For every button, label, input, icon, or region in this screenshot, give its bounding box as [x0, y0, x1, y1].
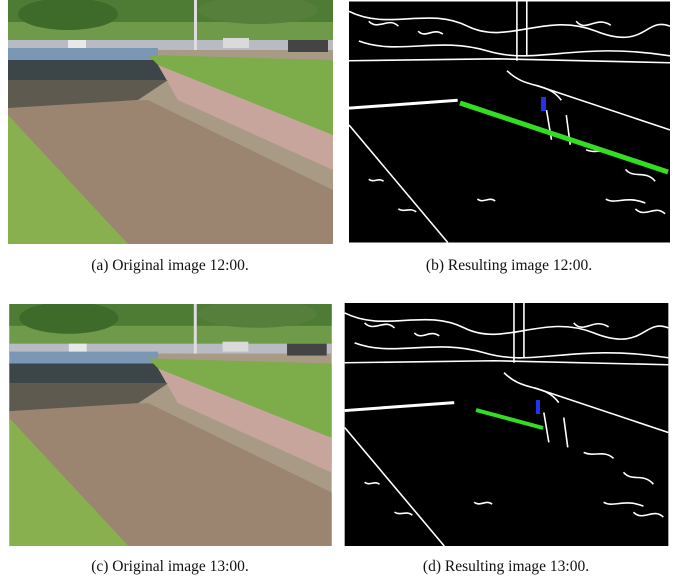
original-image — [8, 0, 333, 244]
subfigure-c: (c) Original image 13:00. — [9, 300, 331, 575]
caption: (b) Resulting image 12:00. — [426, 257, 592, 274]
marker — [541, 97, 546, 111]
caption: (c) Original image 13:00. — [91, 558, 249, 575]
subfigure-d: (d) Resulting image 13:00. — [345, 303, 669, 575]
original-image — [9, 300, 331, 546]
caption: (d) Resulting image 13:00. — [423, 558, 589, 575]
figure: (a) Original image 12:00. (b) Resulting … — [0, 0, 678, 580]
subfigure-a: (a) Original image 12:00. — [8, 0, 333, 274]
marker — [536, 400, 540, 414]
caption: (a) Original image 12:00. — [91, 257, 249, 274]
result-image — [345, 303, 669, 546]
subfigure-b: (b) Resulting image 12:00. — [349, 2, 670, 274]
